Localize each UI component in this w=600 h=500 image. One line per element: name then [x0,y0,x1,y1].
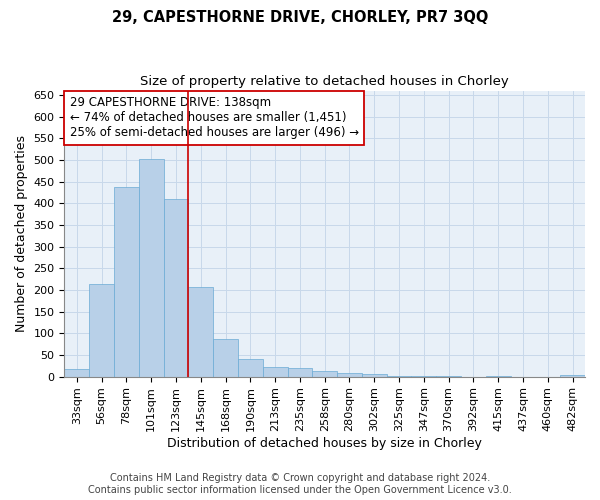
Bar [89,284,114,376]
Bar [64,369,89,376]
Bar [313,370,337,376]
Bar [337,373,362,376]
Bar [362,374,386,376]
Bar [164,199,188,376]
Y-axis label: Number of detached properties: Number of detached properties [15,135,28,332]
X-axis label: Distribution of detached houses by size in Chorley: Distribution of detached houses by size … [167,437,482,450]
Bar [188,287,213,376]
Text: 29, CAPESTHORNE DRIVE, CHORLEY, PR7 3QQ: 29, CAPESTHORNE DRIVE, CHORLEY, PR7 3QQ [112,10,488,25]
Bar [213,340,238,376]
Bar [560,375,585,376]
Bar [139,158,164,376]
Text: 29 CAPESTHORNE DRIVE: 138sqm
← 74% of detached houses are smaller (1,451)
25% of: 29 CAPESTHORNE DRIVE: 138sqm ← 74% of de… [70,96,359,140]
Bar [238,360,263,376]
Bar [263,367,287,376]
Bar [114,187,139,376]
Bar [287,368,313,376]
Title: Size of property relative to detached houses in Chorley: Size of property relative to detached ho… [140,75,509,88]
Text: Contains HM Land Registry data © Crown copyright and database right 2024.
Contai: Contains HM Land Registry data © Crown c… [88,474,512,495]
